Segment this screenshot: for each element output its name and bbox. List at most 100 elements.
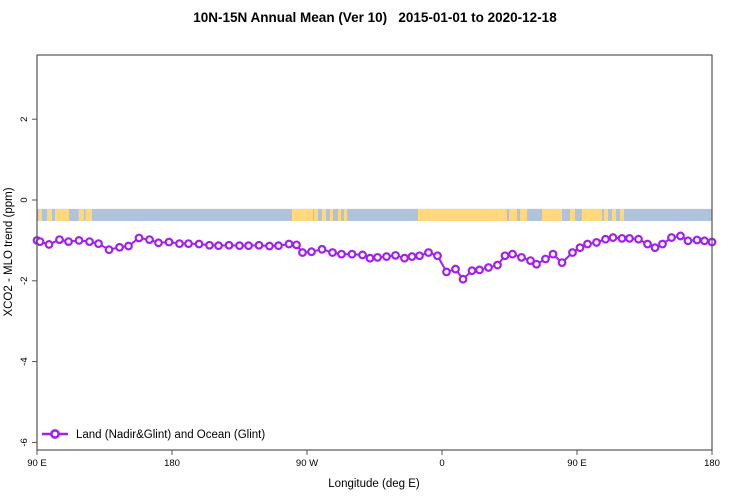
series-point — [145, 235, 154, 244]
series-point — [224, 240, 234, 250]
series-point — [35, 237, 45, 247]
series-point — [458, 274, 468, 284]
series-point — [442, 267, 451, 277]
legend-label: Land (Nadir&Glint) and Ocean (Glint) — [76, 429, 265, 441]
series-point — [317, 244, 327, 254]
chart-title: 10N-15N Annual Mean (Ver 10) 2015-01-01 … — [193, 10, 557, 25]
series-point — [557, 258, 567, 268]
series-point — [451, 264, 460, 274]
series-point — [508, 249, 517, 259]
series-point — [391, 250, 400, 260]
land-patch — [78, 208, 84, 222]
series-point — [400, 253, 409, 263]
series-point — [244, 241, 253, 251]
land-patch — [620, 208, 624, 222]
series-point — [676, 231, 685, 241]
series-point — [154, 238, 163, 248]
series-point — [134, 233, 144, 243]
series-point — [298, 248, 307, 257]
land-patch — [611, 208, 616, 222]
land-patch — [329, 208, 333, 222]
series-point — [467, 266, 477, 276]
x-axis-label: Longitude (deg E) — [328, 478, 420, 490]
land-patch — [581, 208, 603, 222]
series-point — [667, 233, 676, 242]
plot-frame — [36, 54, 713, 451]
series-point — [517, 252, 526, 262]
series-point — [601, 234, 610, 244]
land-patch — [314, 208, 318, 222]
series-point — [292, 240, 301, 250]
series-point — [347, 249, 357, 259]
series-point — [634, 234, 643, 244]
series-point — [254, 240, 264, 250]
plot-generated-layer: 90 E 180 90 W 0 90 E 180 2 0 -2 -4 -6 — [19, 54, 720, 469]
legend-marker — [50, 429, 60, 439]
land-patch — [47, 208, 52, 222]
series-point — [194, 239, 204, 249]
y-tick-label: 0 — [19, 197, 30, 202]
series-point — [358, 250, 367, 260]
land-patch — [292, 208, 313, 222]
series-point — [415, 251, 424, 261]
series-point — [382, 252, 391, 261]
land-patch — [520, 208, 528, 222]
series-point — [500, 251, 510, 261]
x-tick-label: 90 E — [27, 458, 47, 469]
series-point — [493, 260, 502, 270]
series-point — [526, 256, 535, 266]
series-point — [235, 241, 244, 251]
series-point — [583, 239, 592, 249]
series-point — [700, 236, 709, 246]
series-point — [74, 235, 84, 245]
land-patch — [338, 208, 342, 222]
series-point — [124, 241, 133, 251]
series-point — [94, 239, 103, 249]
land-patch — [509, 208, 517, 222]
land-patch — [604, 208, 609, 222]
land-patch — [38, 208, 42, 222]
series-point — [164, 237, 174, 247]
land-patch — [418, 208, 507, 222]
series-point — [532, 259, 541, 269]
x-tick-label: 180 — [164, 458, 180, 469]
y-tick-label: -6 — [19, 438, 30, 446]
series-point — [365, 253, 375, 263]
series-point — [328, 248, 337, 257]
series-point — [265, 241, 274, 251]
land-patch — [344, 208, 348, 222]
y-tick-label: -4 — [19, 357, 30, 365]
series-point — [64, 237, 73, 247]
land-patch — [322, 208, 327, 222]
series-point — [658, 239, 667, 249]
series-point — [104, 245, 114, 255]
series-point — [617, 233, 627, 243]
series-point — [484, 263, 493, 272]
series-point — [284, 239, 294, 249]
y-axis-label: XCO2 - MLO trend (ppm) — [3, 187, 15, 316]
series-point — [184, 239, 193, 249]
series-point — [307, 247, 316, 257]
x-tick-label: 180 — [704, 458, 720, 469]
land-patch — [569, 208, 576, 222]
x-tick-label: 90 E — [567, 458, 587, 469]
series-point — [424, 248, 433, 257]
series-point — [608, 233, 618, 242]
series-point — [625, 233, 634, 243]
series-point — [643, 239, 652, 249]
land-patch — [85, 208, 93, 222]
series-point — [274, 241, 283, 251]
series-point — [475, 265, 484, 275]
y-tick-label: 2 — [19, 117, 30, 122]
series-point — [175, 239, 184, 249]
series-point — [650, 243, 660, 253]
series-point — [433, 251, 442, 261]
series-point — [683, 236, 693, 246]
series-point — [55, 235, 64, 244]
land-patch — [55, 208, 69, 222]
series-point — [115, 242, 124, 252]
y-tick-label: -2 — [19, 277, 30, 285]
series-point — [568, 248, 577, 257]
